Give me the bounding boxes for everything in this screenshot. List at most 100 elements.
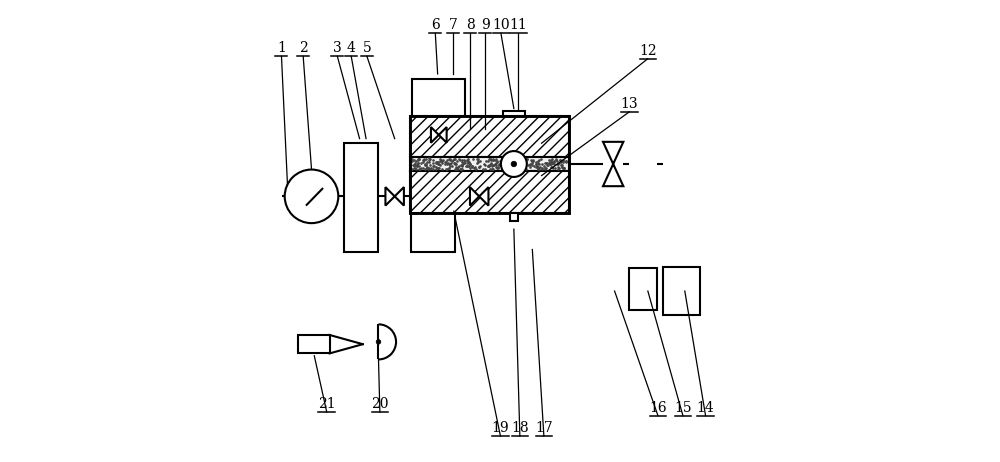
Point <box>550 164 566 171</box>
Point <box>407 162 423 169</box>
Point <box>537 165 553 173</box>
Point <box>524 159 540 167</box>
Point <box>544 164 560 171</box>
Point <box>536 162 552 170</box>
Point <box>418 155 434 163</box>
Point <box>530 159 546 167</box>
Point <box>464 162 480 170</box>
Point <box>500 165 516 173</box>
Point <box>515 156 531 163</box>
Point <box>481 155 497 163</box>
Point <box>529 162 545 170</box>
Point <box>434 166 450 173</box>
Point <box>406 164 422 171</box>
Point <box>461 159 477 166</box>
Point <box>484 165 500 172</box>
Point <box>453 165 469 173</box>
Polygon shape <box>395 187 404 206</box>
Point <box>449 165 465 172</box>
Point <box>460 155 476 163</box>
Text: 6: 6 <box>431 18 440 32</box>
Point <box>404 165 420 172</box>
Point <box>515 155 531 162</box>
Point <box>507 155 523 163</box>
Point <box>459 157 475 164</box>
Point <box>499 159 515 167</box>
Text: 16: 16 <box>649 401 667 415</box>
Point <box>416 155 432 162</box>
Point <box>437 160 453 167</box>
Point <box>502 161 518 169</box>
Point <box>483 155 499 163</box>
Point <box>419 164 435 172</box>
Point <box>459 159 475 167</box>
Point <box>528 161 544 168</box>
Point <box>413 159 429 166</box>
Point <box>450 164 466 171</box>
Point <box>494 160 510 168</box>
Point <box>423 164 439 172</box>
Text: 1: 1 <box>277 42 286 55</box>
Point <box>489 158 505 165</box>
Point <box>487 160 503 167</box>
Point <box>484 165 500 173</box>
Point <box>449 164 465 171</box>
Point <box>503 158 519 165</box>
Point <box>442 156 458 164</box>
Point <box>489 164 505 171</box>
Point <box>513 165 529 173</box>
Point <box>445 156 461 164</box>
Point <box>421 158 437 166</box>
Polygon shape <box>431 127 439 143</box>
Point <box>432 155 448 163</box>
Point <box>497 162 513 170</box>
Point <box>541 160 557 167</box>
Point <box>517 161 533 169</box>
Text: 13: 13 <box>621 97 638 111</box>
Point <box>461 159 477 166</box>
Point <box>531 165 547 172</box>
Point <box>483 156 499 163</box>
Point <box>417 162 433 169</box>
Point <box>447 160 463 167</box>
Point <box>470 158 486 166</box>
Point <box>415 158 431 166</box>
Point <box>518 158 534 166</box>
Point <box>462 164 478 171</box>
Point <box>538 164 554 172</box>
Point <box>537 159 553 167</box>
Point <box>435 157 451 164</box>
Point <box>537 164 553 171</box>
Point <box>441 164 457 171</box>
Point <box>512 162 528 169</box>
Polygon shape <box>603 142 623 186</box>
Point <box>446 159 462 167</box>
Point <box>546 160 562 168</box>
Point <box>522 162 538 169</box>
Point <box>525 156 541 163</box>
Point <box>530 164 546 171</box>
Point <box>534 161 550 168</box>
Point <box>411 165 427 172</box>
Point <box>469 159 485 166</box>
Point <box>519 156 535 163</box>
Point <box>426 163 442 170</box>
Point <box>524 157 540 164</box>
Bar <box>410 157 569 171</box>
Point <box>421 156 437 164</box>
Point <box>428 164 444 171</box>
Point <box>552 156 568 164</box>
Point <box>468 166 484 173</box>
Point <box>490 164 506 172</box>
Point <box>449 164 465 172</box>
Point <box>437 158 453 166</box>
Point <box>461 162 477 170</box>
Point <box>465 156 481 163</box>
Point <box>446 155 462 163</box>
Point <box>505 158 521 165</box>
Point <box>526 162 542 170</box>
Point <box>411 156 427 163</box>
Point <box>485 165 501 173</box>
Point <box>490 163 506 170</box>
Text: 17: 17 <box>535 421 553 435</box>
